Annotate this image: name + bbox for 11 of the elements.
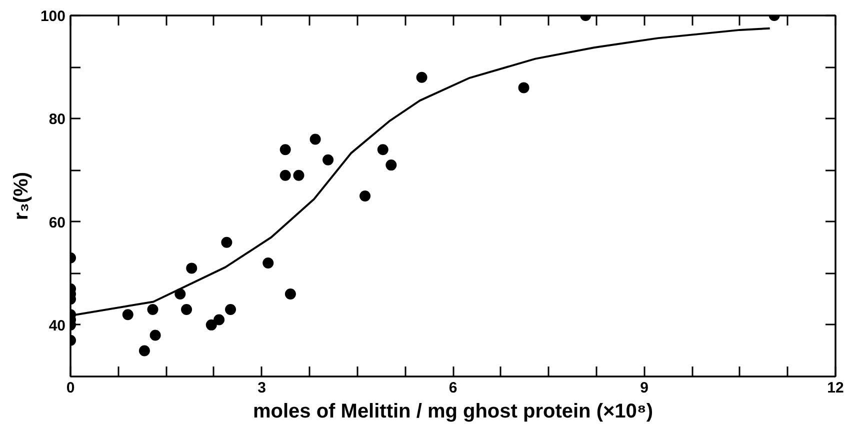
x-tick-label: 0 xyxy=(66,380,75,396)
x-tick-label: 12 xyxy=(827,380,844,396)
y-tick-label: 100 xyxy=(40,8,66,25)
y-tick-label: 40 xyxy=(48,317,66,334)
x-tick-label: 6 xyxy=(448,380,458,396)
x-tick-label: 3 xyxy=(258,380,266,396)
y-tick-label: 80 xyxy=(48,111,66,128)
x-axis-title: moles of Melittin / mg ghost protein (×10⁸) xyxy=(252,400,654,422)
y-axis-title: r₃(%) xyxy=(10,172,32,220)
y-tick-label: 60 xyxy=(48,214,66,232)
x-tick-label: 9 xyxy=(640,380,648,396)
